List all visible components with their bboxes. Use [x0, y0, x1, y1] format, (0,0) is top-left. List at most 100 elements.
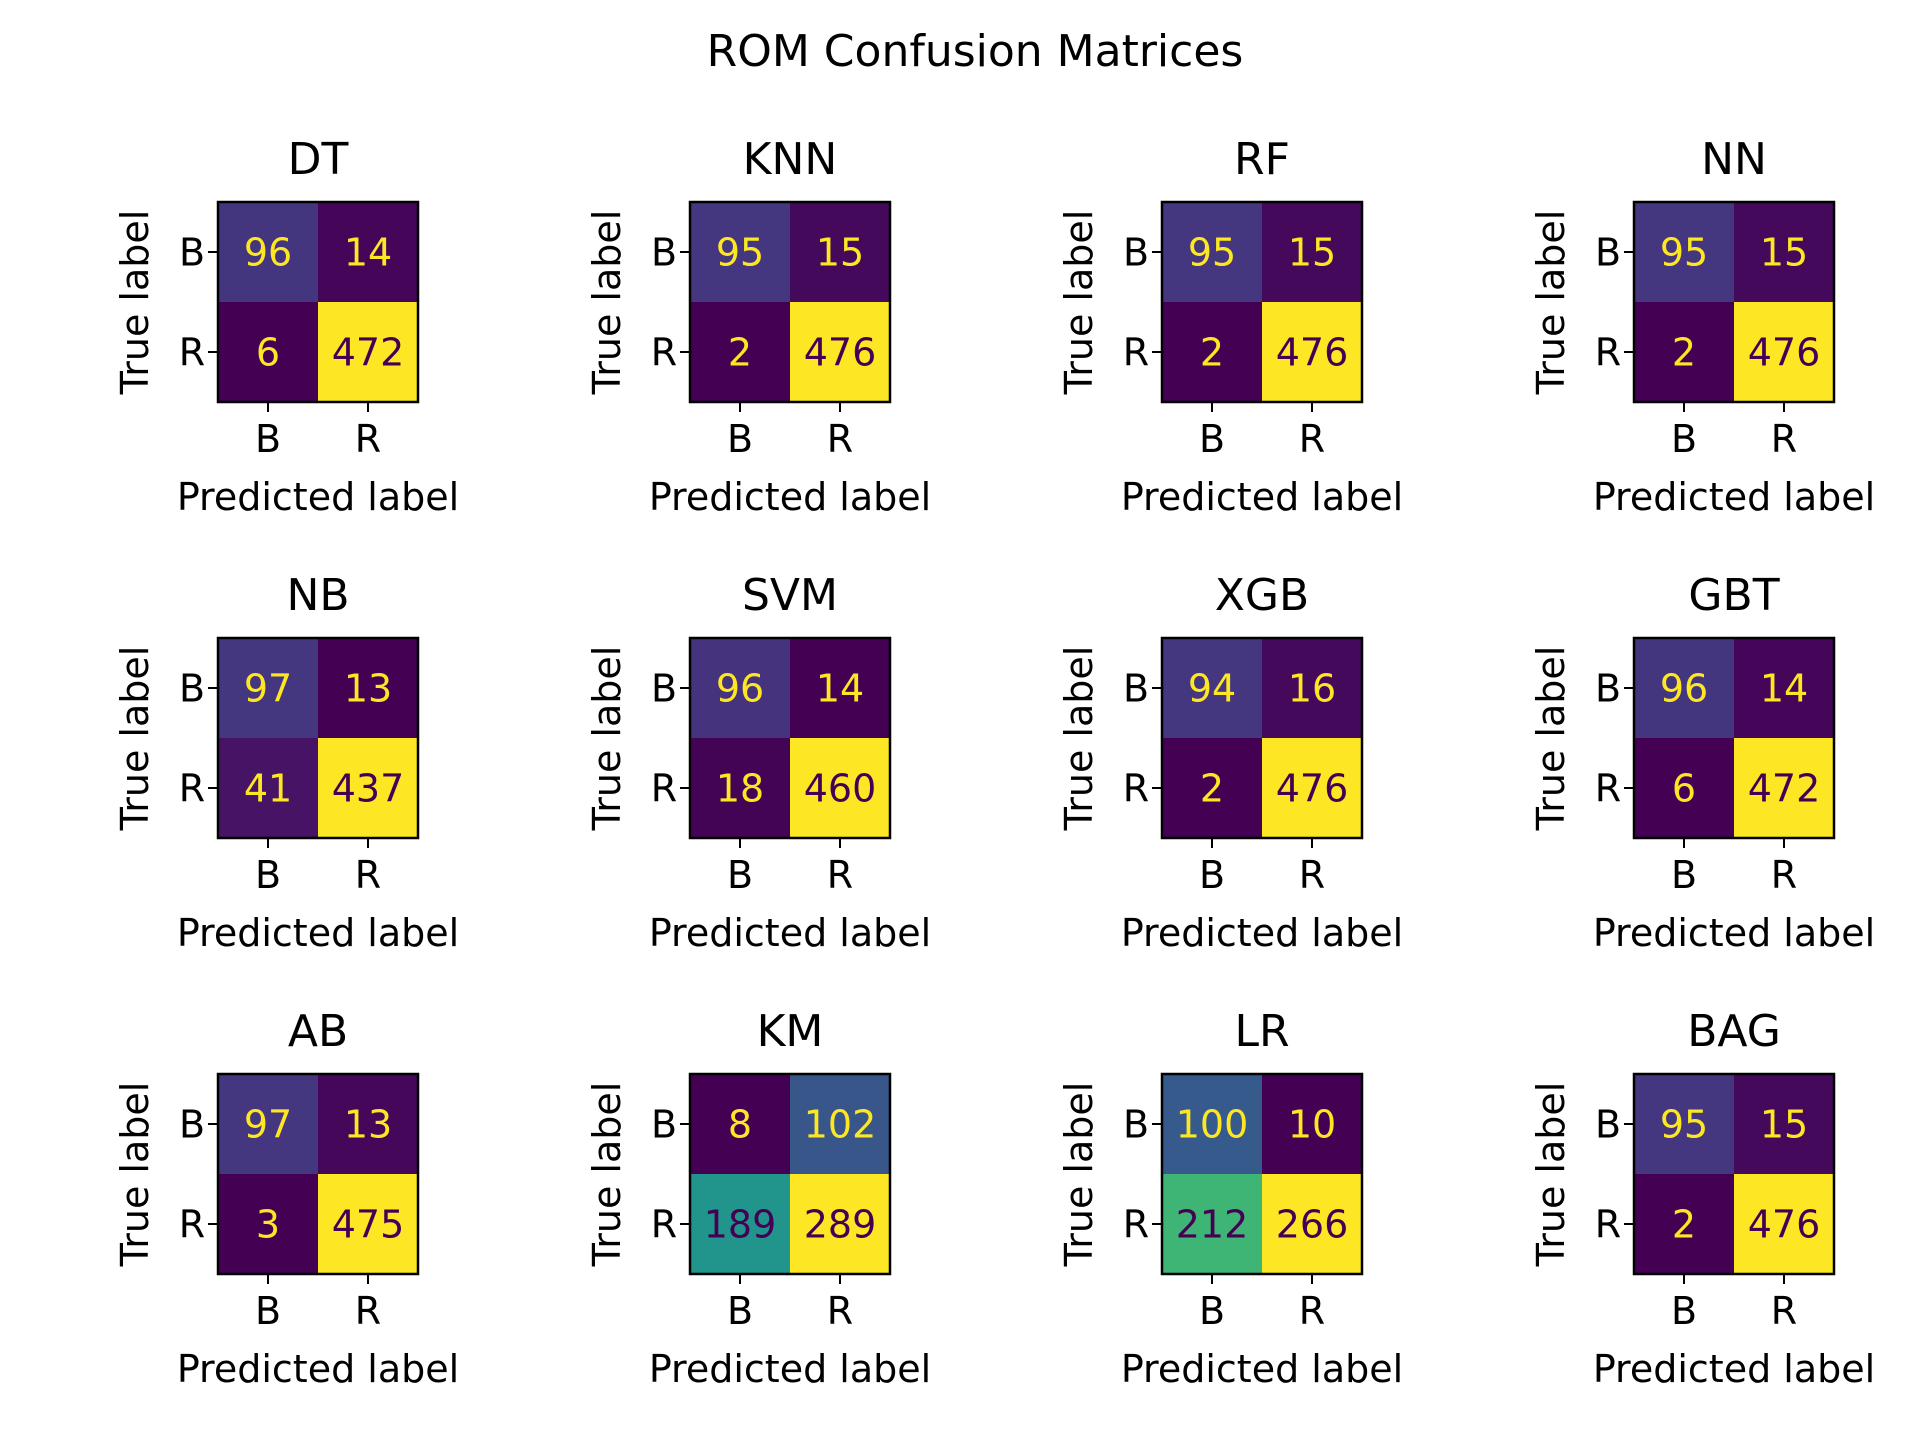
panel-title: BAG — [1687, 1006, 1781, 1057]
panel-title: GBT — [1688, 570, 1779, 621]
y-axis-label: True label — [1057, 1082, 1101, 1268]
matrix-cell — [218, 638, 318, 738]
y-axis-label: True label — [1057, 646, 1101, 832]
matrix-frame — [688, 200, 892, 404]
cell-value-label: 14 — [1760, 667, 1808, 711]
matrix-cell — [690, 1074, 790, 1174]
cell-value-label: 95 — [1660, 1103, 1708, 1147]
matrix-cell — [1734, 1074, 1834, 1174]
matrix-cell — [1262, 1074, 1362, 1174]
panel-title: RF — [1234, 134, 1290, 185]
matrix-cell — [1634, 638, 1734, 738]
cell-value-label: 41 — [244, 767, 292, 811]
matrix-cell — [218, 1074, 318, 1174]
figure-title: ROM Confusion Matrices — [707, 26, 1244, 77]
cell-value-label: 14 — [344, 231, 392, 275]
x-tick-label: R — [827, 1289, 853, 1333]
x-tick-label: B — [727, 417, 753, 461]
panel-title: NB — [286, 570, 349, 621]
x-tick-label: R — [1299, 417, 1325, 461]
x-tick-label: B — [1199, 853, 1225, 897]
y-tick-label: R — [651, 1203, 677, 1247]
matrix-frame — [216, 1072, 420, 1276]
x-tick-label: B — [1199, 417, 1225, 461]
y-axis-label: True label — [113, 1082, 157, 1268]
x-axis-label: Predicted label — [1121, 911, 1403, 955]
cell-value-label: 2 — [728, 331, 752, 375]
x-tick-label: B — [255, 853, 281, 897]
matrix-cell — [1734, 302, 1834, 402]
panel-nb: NB 97 13 41 437 B R B R Predicted label True label — [113, 570, 459, 955]
cell-value-label: 13 — [344, 1103, 392, 1147]
matrix-cell — [1162, 1074, 1262, 1174]
cell-value-label: 8 — [728, 1103, 752, 1147]
matrix-frame — [1632, 200, 1836, 404]
y-tick-label: R — [651, 767, 677, 811]
matrix-cell — [1634, 202, 1734, 302]
x-axis-label: Predicted label — [649, 1347, 931, 1391]
matrix-cell — [790, 1074, 890, 1174]
y-tick-label: R — [179, 767, 205, 811]
y-tick-label: B — [179, 231, 205, 275]
x-tick-label: R — [355, 853, 381, 897]
cell-value-label: 3 — [256, 1203, 280, 1247]
y-tick-label: R — [1123, 767, 1149, 811]
y-axis-label: True label — [1529, 1082, 1573, 1268]
x-tick-label: R — [1299, 1289, 1325, 1333]
cell-value-label: 476 — [1748, 331, 1821, 375]
y-tick-label: B — [1595, 667, 1621, 711]
matrix-frame — [216, 200, 420, 404]
cell-value-label: 15 — [1760, 231, 1808, 275]
matrix-cell — [1162, 638, 1262, 738]
panel-title: KNN — [743, 134, 838, 185]
x-tick-label: R — [1771, 853, 1797, 897]
y-tick-label: B — [1123, 667, 1149, 711]
cell-value-label: 437 — [332, 767, 405, 811]
matrix-cell — [218, 302, 318, 402]
cell-value-label: 95 — [1660, 231, 1708, 275]
y-tick-label: B — [1595, 1103, 1621, 1147]
cell-value-label: 96 — [716, 667, 764, 711]
x-tick-label: B — [255, 417, 281, 461]
y-axis-label: True label — [1057, 210, 1101, 396]
cell-value-label: 96 — [244, 231, 292, 275]
y-tick-label: B — [1123, 1103, 1149, 1147]
matrix-cell — [1262, 638, 1362, 738]
panel-ab: AB 97 13 3 475 B R B R Predicted label True label — [113, 1006, 459, 1391]
matrix-cell — [1262, 302, 1362, 402]
cell-value-label: 476 — [1276, 331, 1349, 375]
x-axis-label: Predicted label — [177, 475, 459, 519]
x-axis-label: Predicted label — [649, 911, 931, 955]
matrix-cell — [1162, 1174, 1262, 1274]
x-tick-label: B — [1671, 417, 1697, 461]
y-tick-label: B — [179, 1103, 205, 1147]
y-tick-label: R — [1595, 331, 1621, 375]
matrix-cell — [690, 638, 790, 738]
matrix-cell — [218, 1174, 318, 1274]
matrix-frame — [1160, 1072, 1364, 1276]
panel-km: KM 8 102 189 289 B R B R Predicted label True labe… — [585, 1006, 931, 1391]
panel-xgb: XGB 94 16 2 476 B R B R Predicted label True label — [1057, 570, 1403, 955]
matrix-cell — [318, 302, 418, 402]
y-axis-label: True label — [1529, 210, 1573, 396]
cell-value-label: 10 — [1288, 1103, 1336, 1147]
matrix-cell — [1634, 1174, 1734, 1274]
matrix-cell — [1634, 1074, 1734, 1174]
matrix-cell — [1634, 302, 1734, 402]
matrix-frame — [1160, 200, 1364, 404]
cell-value-label: 2 — [1200, 767, 1224, 811]
matrix-cell — [1634, 738, 1734, 838]
matrix-cell — [790, 202, 890, 302]
x-tick-label: R — [827, 417, 853, 461]
x-axis-label: Predicted label — [177, 911, 459, 955]
panel-title: NN — [1701, 134, 1767, 185]
panel-rf: RF 95 15 2 476 B R B R Predicted label True label — [1057, 134, 1403, 519]
matrix-cell — [1262, 202, 1362, 302]
matrix-cell — [218, 202, 318, 302]
x-tick-label: B — [727, 1289, 753, 1333]
cell-value-label: 460 — [804, 767, 877, 811]
matrix-cell — [790, 638, 890, 738]
cell-value-label: 97 — [244, 1103, 292, 1147]
